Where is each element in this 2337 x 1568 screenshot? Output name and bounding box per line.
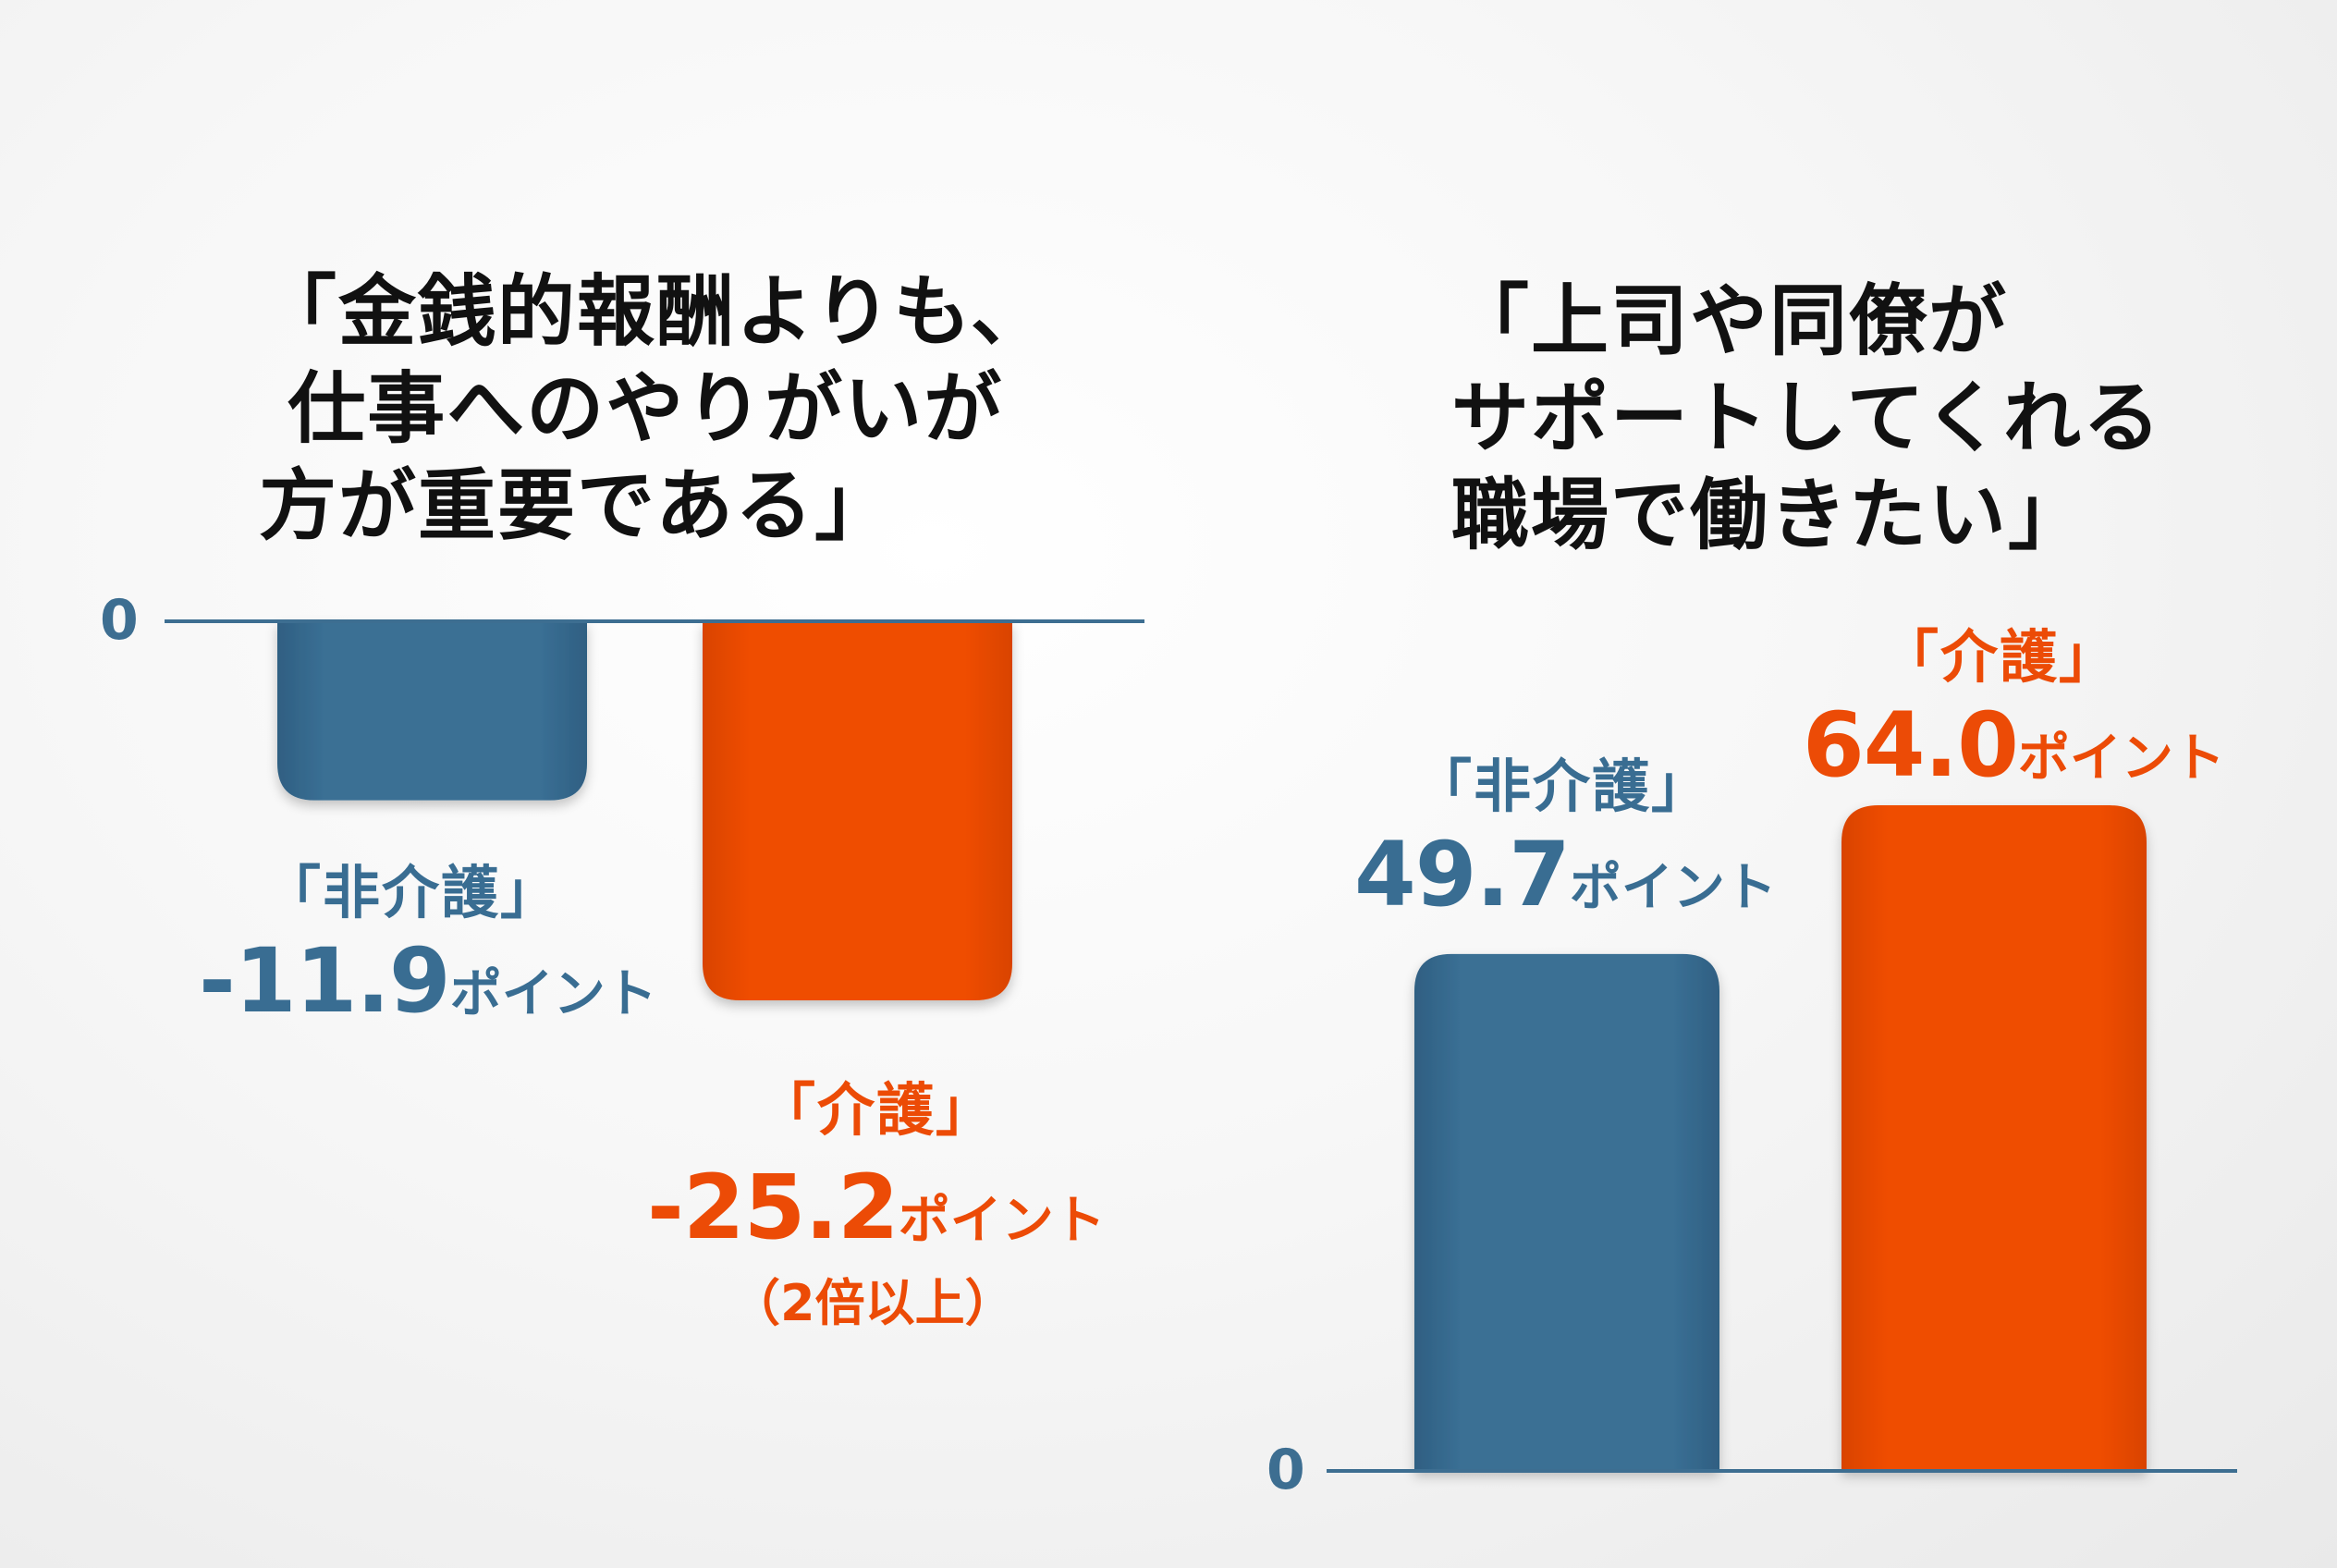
left-chart-title: 「金銭的報酬よりも、 仕事へのやりがいが 方が重要である」 (259, 266, 1050, 551)
right-care-value: 64.0 (1803, 693, 2019, 797)
left-care-value-label: -25.2ポイント (647, 1156, 1106, 1259)
right-non-care-category-label: 「非介護」 (1414, 753, 1711, 820)
right-care-bar (1841, 805, 2147, 1471)
right-care-unit: ポイント (2017, 729, 2225, 789)
left-care-note: （2倍以上） (730, 1274, 1015, 1332)
right-care-category-label: 「介護」 (1881, 623, 2119, 691)
left-non-care-bar (277, 621, 587, 801)
left-non-care-value-label: -11.9ポイント (199, 929, 657, 1033)
left-care-value: -25.2 (647, 1156, 899, 1259)
right-zero-tick-label: 0 (1266, 1438, 1305, 1502)
left-care-unit: ポイント (898, 1191, 1106, 1251)
left-non-care-category-label: 「非介護」 (263, 859, 560, 926)
right-non-care-bar (1414, 953, 1719, 1471)
left-care-category-label: 「介護」 (758, 1076, 996, 1144)
right-non-care-value-label: 49.7ポイント (1354, 823, 1777, 926)
left-non-care-value: -11.9 (199, 929, 451, 1033)
right-chart-title: 「上司や同僚が サポートしてくれる 職場で働きたい」 (1451, 276, 2162, 560)
left-zero-tick-label: 0 (100, 588, 139, 653)
right-non-care-value: 49.7 (1354, 823, 1571, 926)
right-care-value-label: 64.0ポイント (1803, 693, 2225, 797)
left-non-care-unit: ポイント (449, 964, 657, 1024)
right-non-care-unit: ポイント (1569, 858, 1777, 918)
left-care-bar (703, 621, 1012, 1000)
